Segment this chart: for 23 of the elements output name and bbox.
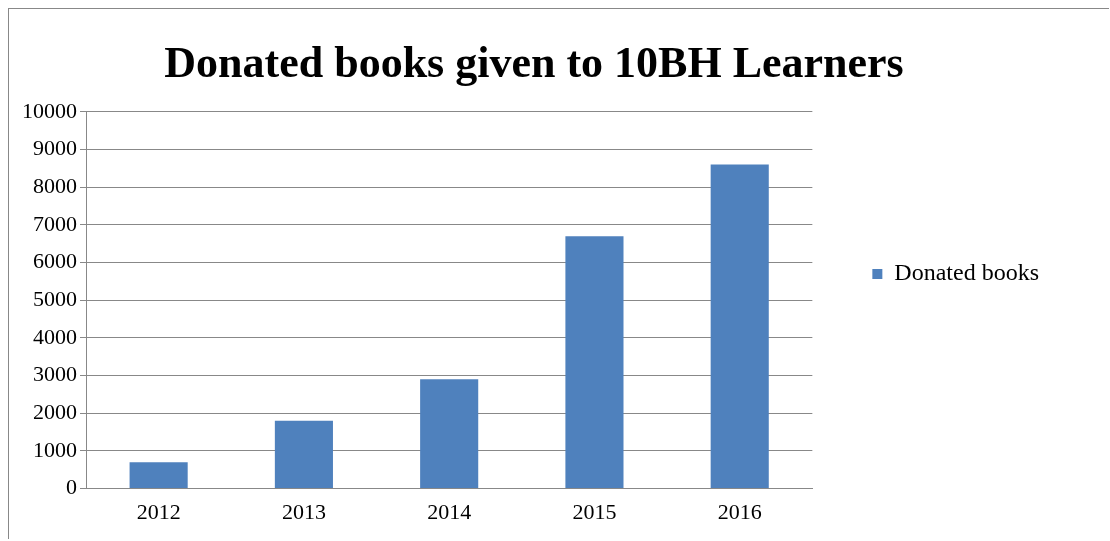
x-tick-label: 2012 [136, 498, 181, 524]
y-tick-label: 3000 [33, 361, 77, 387]
y-tick-label: 0 [66, 474, 77, 500]
bar [565, 236, 624, 489]
y-tick-label: 5000 [33, 285, 77, 311]
y-tick-label: 2000 [33, 399, 77, 425]
x-tick-label: 2014 [427, 498, 472, 524]
y-tick-label: 1000 [33, 436, 77, 462]
x-tick-label: 2015 [572, 498, 617, 524]
y-tick-label: 9000 [33, 135, 77, 161]
bar [710, 164, 769, 489]
x-tick-label: 2013 [281, 498, 326, 524]
bar [129, 462, 188, 489]
bar [274, 420, 333, 489]
y-tick-label: 7000 [33, 210, 77, 236]
bar [420, 379, 479, 489]
y-tick-label: 10000 [22, 97, 77, 123]
y-tick-label: 4000 [33, 323, 77, 349]
chart-title: Donated books given to 10BH Learners [164, 37, 904, 87]
y-tick-label: 6000 [33, 248, 77, 274]
legend-label: Donated books [894, 259, 1040, 286]
x-tick-label: 2016 [717, 498, 762, 524]
y-tick-label: 8000 [33, 172, 77, 198]
